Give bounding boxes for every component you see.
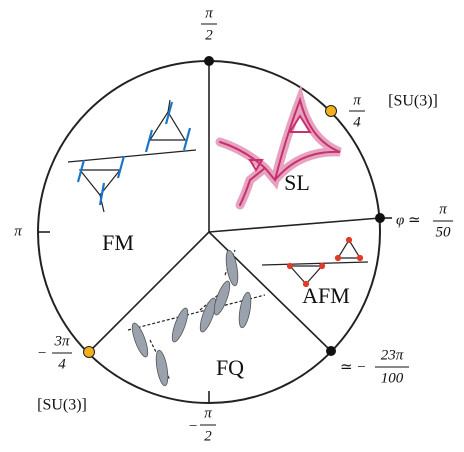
numerator: π [353,92,361,108]
numerator: π [204,405,212,421]
afm-icon [262,238,368,287]
numerator: 3π [53,333,70,349]
prefix: φ ≃ [396,212,421,228]
prefix: − [188,418,198,434]
angle-label: π 2 [201,5,217,43]
denominator: 50 [436,224,452,240]
denominator: 2 [204,428,212,444]
boundary [209,218,380,232]
angle-label: π [14,223,22,239]
su3-point [84,347,95,358]
angle-label: φ ≃ π 50 [396,201,453,240]
su3-point [326,106,337,117]
numerator: 23π [381,347,404,363]
prefix: ≃ − [340,359,366,375]
phase-label: SL [284,170,310,195]
angle-label: ≃ − 23π 100 [340,347,409,386]
note: [SU(3)] [388,93,438,110]
numerator: π [205,5,213,21]
denominator: 4 [58,356,66,372]
fm-icon [68,100,196,212]
prefix: − [37,345,47,361]
angle-label: − π 2 [188,405,216,444]
sl-icon [220,100,340,205]
point [375,213,385,223]
point [204,56,214,66]
phase-label: FM [102,230,134,255]
page: SL FM AFM FQ π π 2 π 4 [SU(3)] φ ≃ π 50 … [0,0,464,452]
denominator: 100 [381,370,404,386]
angle-label: − 3π 4 [SU(3)] [37,333,87,413]
numerator: π [439,201,447,217]
note: [SU(3)] [37,397,87,414]
diagram: SL FM AFM FQ π π 2 π 4 [SU(3)] φ ≃ π 50 … [0,0,464,452]
denominator: 2 [205,27,213,43]
fq-icon [128,249,265,386]
denominator: 4 [353,114,361,130]
phase-label: AFM [302,283,350,308]
point [326,346,336,356]
angle-label: π 4 [SU(3)] [349,92,438,130]
phase-label: FQ [216,355,244,380]
